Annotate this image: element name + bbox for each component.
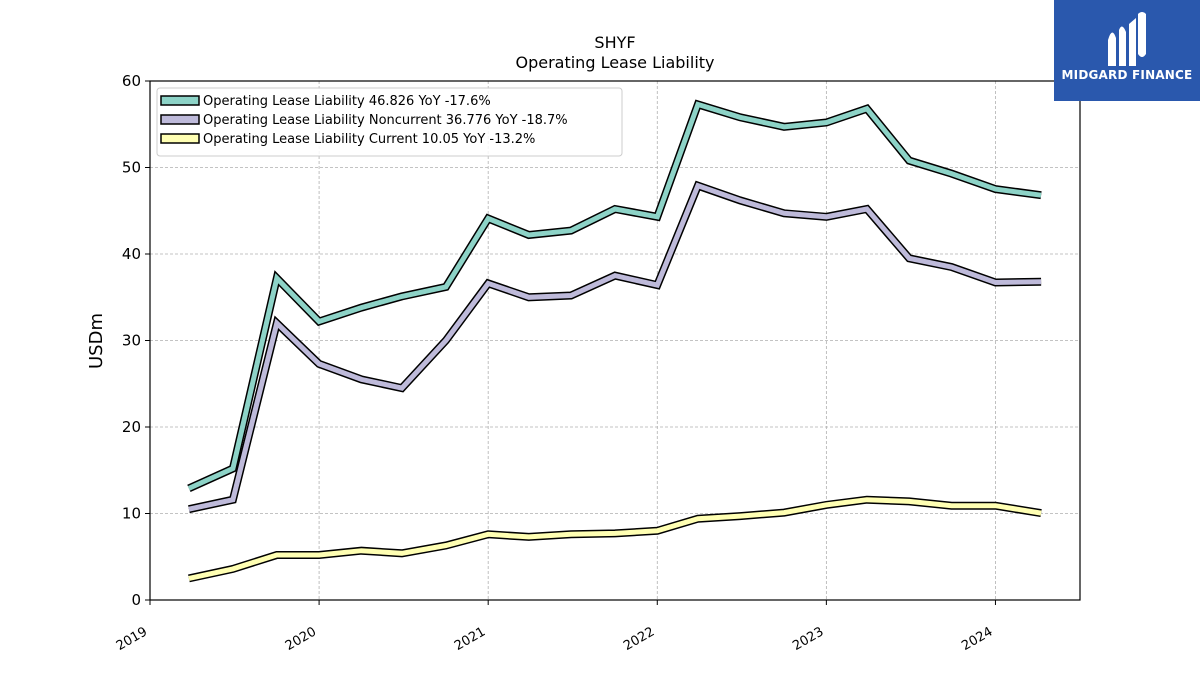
legend-box [156,87,623,157]
y-tick-label: 50 [122,159,141,177]
x-tick-label: 2021 [452,624,488,654]
chart-subtitle: Operating Lease Liability [515,53,715,72]
legend-swatch [160,133,200,144]
midgard-logo-icon [1108,12,1146,67]
legend-entry: Operating Lease Liability Current 10.05 … [203,132,535,147]
brand-name: MIDGARD FINANCE [1061,68,1193,82]
series-outline [188,495,1042,583]
y-axis-label: USDm [86,313,107,369]
y-tick-label: 60 [122,72,141,90]
y-tick-label: 30 [122,332,141,350]
x-tick-label: 2023 [790,624,826,654]
series-line [187,101,1042,491]
chart-title: SHYF [594,33,636,52]
legend-swatch [160,114,200,125]
y-tick-label: 20 [122,418,141,436]
y-tick-label: 0 [131,591,141,609]
brand-logo: MIDGARD FINANCE [1054,0,1200,101]
y-tick-label: 40 [122,245,141,263]
legend-swatch [160,95,200,106]
legend-entry: Operating Lease Liability 46.826 YoY -17… [203,94,491,109]
x-tick-label: 2019 [114,624,150,654]
y-tick-label: 10 [122,505,141,523]
series-outline [188,180,1042,514]
legend: Operating Lease Liability 46.826 YoY -17… [156,87,623,157]
x-tick-label: 2020 [283,624,319,654]
series-line [188,182,1042,512]
series-line [188,497,1042,581]
grid [150,81,1080,600]
x-tick-label: 2024 [959,624,995,654]
series-lines [187,99,1042,583]
legend-entry: Operating Lease Liability Noncurrent 36.… [203,113,568,128]
x-tick-label: 2022 [621,624,657,654]
